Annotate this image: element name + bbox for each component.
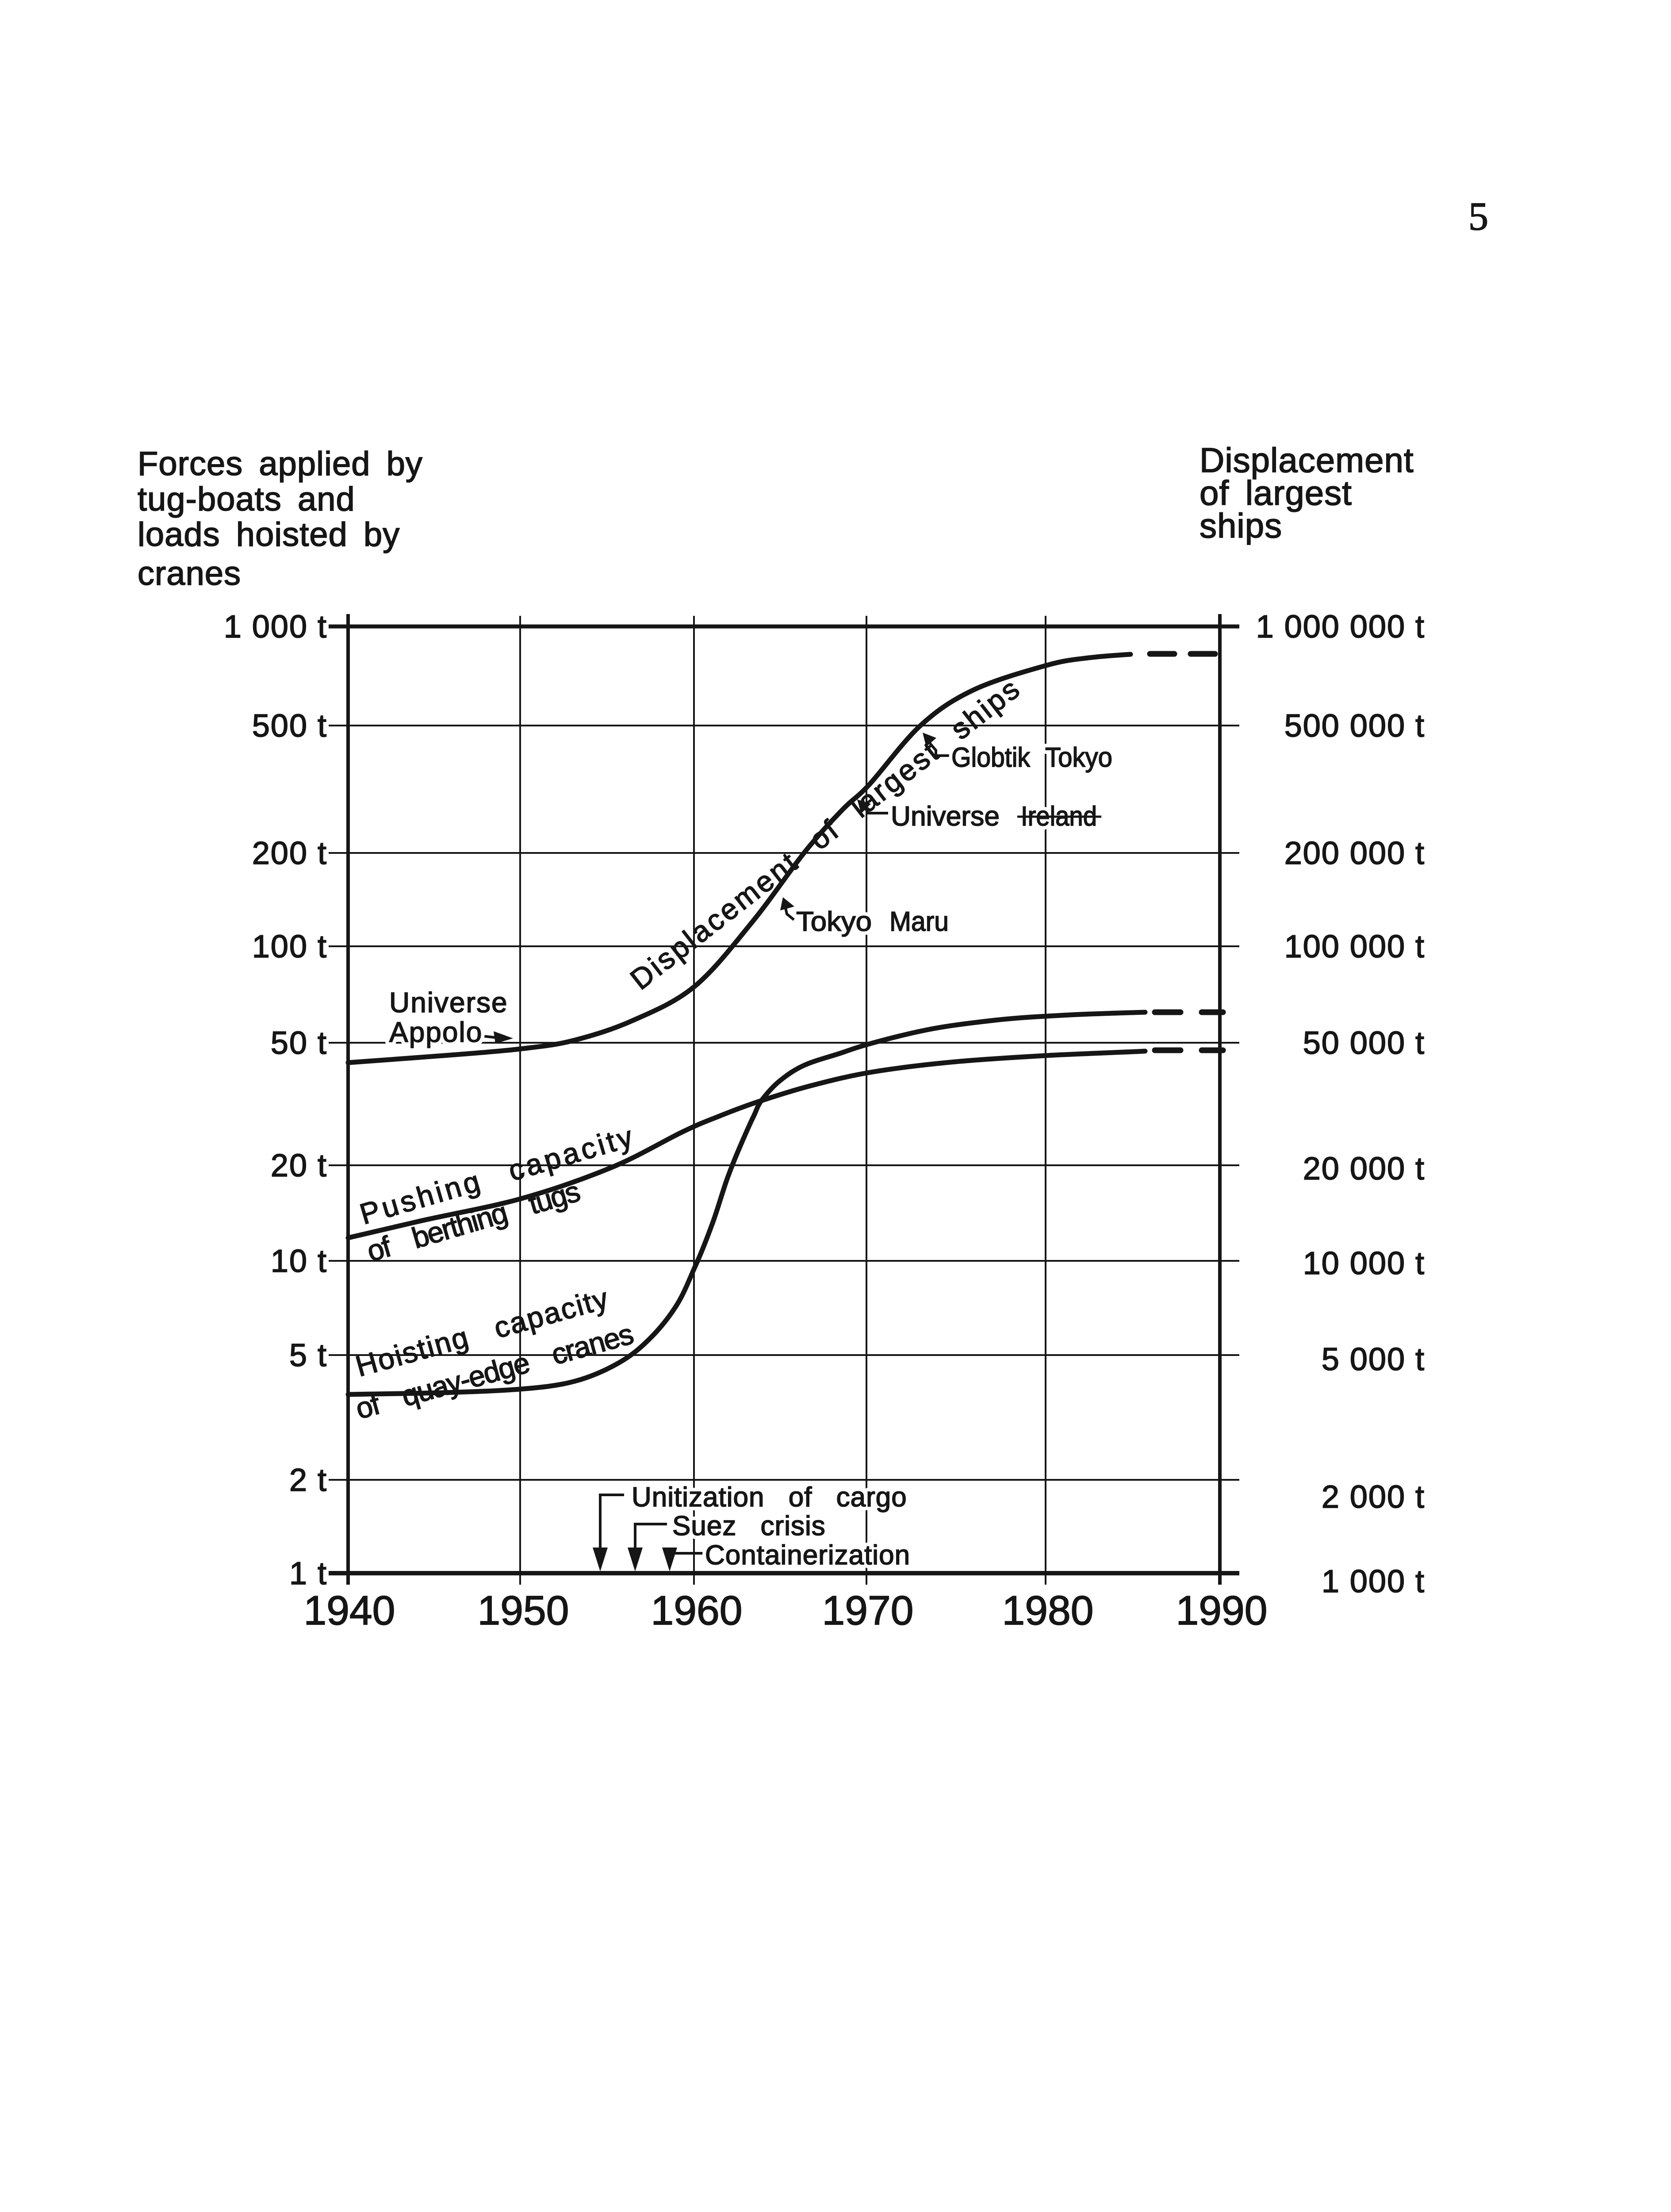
svg-text:500 000 t: 500 000 t (1284, 708, 1425, 744)
svg-text:1980: 1980 (1002, 1587, 1094, 1633)
svg-text:1 000 t: 1 000 t (1322, 1564, 1425, 1599)
svg-text:1 000 000 t: 1 000 000 t (1256, 609, 1425, 645)
svg-text:50 000 t: 50 000 t (1303, 1025, 1425, 1061)
svg-text:Unitization of cargo: Unitization of cargo (632, 1482, 907, 1513)
svg-text:500 t: 500 t (252, 708, 327, 744)
svg-text:Displacement: Displacement (1200, 441, 1414, 480)
svg-text:ships: ships (1200, 506, 1282, 545)
svg-text:Appolo: Appolo (389, 1016, 483, 1048)
svg-text:cranes: cranes (138, 555, 241, 592)
svg-text:5 t: 5 t (289, 1338, 327, 1373)
svg-text:2 000 t: 2 000 t (1322, 1479, 1425, 1515)
svg-text:Universe: Universe (389, 987, 508, 1018)
svg-text:Unitization of cargo: Unitization of cargo (632, 1482, 907, 1513)
svg-text:1990: 1990 (1176, 1587, 1268, 1633)
svg-text:1960: 1960 (651, 1587, 743, 1633)
svg-text:Universe: Universe (389, 987, 508, 1018)
svg-text:10 t: 10 t (271, 1244, 327, 1279)
svg-text:1 t: 1 t (289, 1556, 327, 1591)
svg-text:100 000 t: 100 000 t (1284, 929, 1425, 964)
svg-text:Globtik: Globtik (951, 742, 1031, 773)
svg-text:200 t: 200 t (252, 836, 327, 871)
svg-text:of largest: of largest (1200, 473, 1352, 512)
svg-text:Containerization: Containerization (705, 1540, 910, 1571)
svg-text:20 t: 20 t (271, 1148, 327, 1183)
svg-text:5 000 t: 5 000 t (1322, 1342, 1425, 1377)
svg-text:20 000 t: 20 000 t (1303, 1151, 1425, 1187)
svg-text:Containerization: Containerization (705, 1540, 910, 1571)
svg-text:5: 5 (1468, 195, 1488, 238)
svg-text:100 t: 100 t (252, 929, 327, 964)
svg-text:Tokyo: Tokyo (796, 906, 872, 937)
svg-text:10 000 t: 10 000 t (1303, 1246, 1425, 1281)
svg-text:1950: 1950 (478, 1587, 569, 1633)
svg-text:Forces applied by: Forces applied by (138, 445, 423, 483)
svg-text:tug-boats and: tug-boats and (138, 480, 355, 518)
svg-text:Tokyo: Tokyo (796, 906, 872, 937)
svg-text:Universe: Universe (891, 801, 1000, 832)
svg-text:1970: 1970 (822, 1587, 914, 1633)
svg-text:200 000 t: 200 000 t (1284, 836, 1425, 871)
svg-text:1940: 1940 (304, 1587, 395, 1633)
svg-text:loads hoisted by: loads hoisted by (138, 516, 400, 553)
svg-text:Maru: Maru (889, 906, 949, 937)
svg-text:Tokyo: Tokyo (1045, 742, 1112, 773)
svg-text:Tokyo: Tokyo (1045, 742, 1112, 773)
svg-text:Globtik: Globtik (951, 742, 1031, 773)
svg-text:2 t: 2 t (289, 1463, 327, 1498)
svg-text:Universe: Universe (891, 801, 1000, 832)
svg-text:Suez crisis: Suez crisis (672, 1511, 826, 1541)
svg-text:Appolo: Appolo (389, 1016, 483, 1048)
svg-text:Maru: Maru (889, 906, 949, 937)
svg-text:50 t: 50 t (271, 1025, 327, 1061)
svg-text:Suez crisis: Suez crisis (672, 1511, 826, 1541)
svg-text:1 000 t: 1 000 t (224, 609, 327, 645)
